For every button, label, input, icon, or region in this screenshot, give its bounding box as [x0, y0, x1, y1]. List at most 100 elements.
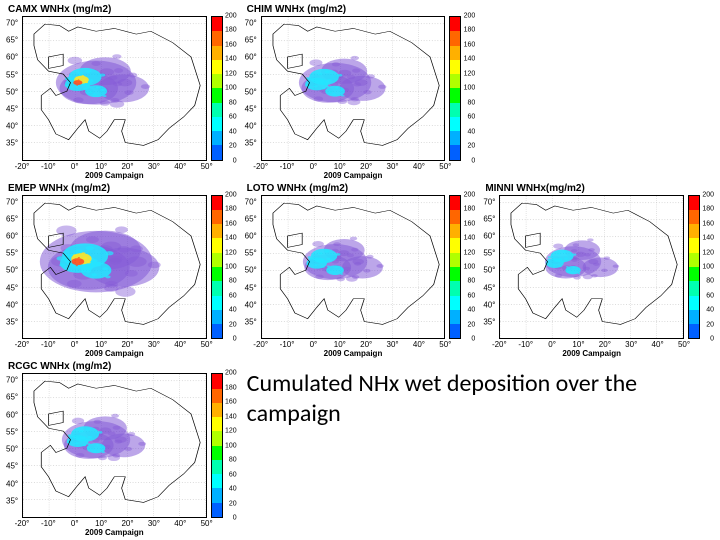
colorbar-tick: 0: [233, 515, 237, 522]
colorbar-tick: 40: [468, 128, 476, 135]
colorbar-tick: 0: [710, 336, 714, 343]
colorbar-segment: [689, 238, 699, 252]
ytick-label: 35°: [6, 496, 18, 505]
xtick-label: 30°: [148, 162, 160, 171]
ytick-label: 55°: [245, 70, 257, 79]
ytick-label: 50°: [6, 445, 18, 454]
colorbar-segment: [212, 131, 222, 145]
xtick-label: 0°: [71, 519, 79, 528]
colorbar-tick: 140: [702, 235, 714, 242]
colorbar-tick: 100: [225, 85, 237, 92]
colorbar-segment: [212, 431, 222, 445]
ytick-label: 60°: [245, 231, 257, 240]
colorbar-segment: [212, 253, 222, 267]
ytick-label: 70°: [245, 197, 257, 206]
colorbar-tick: 60: [468, 292, 476, 299]
ytick-label: 55°: [6, 249, 18, 258]
xtick-label: 0°: [71, 162, 79, 171]
xtick-label: 10°: [95, 519, 107, 528]
ytick-label: 55°: [6, 70, 18, 79]
xtick-label: 50°: [201, 162, 213, 171]
ytick-label: 45°: [245, 104, 257, 113]
colorbar-tick: 0: [233, 157, 237, 164]
colorbar-segment: [212, 403, 222, 417]
colorbar-segment: [450, 210, 460, 224]
colorbar-tick: 20: [468, 321, 476, 328]
x-axis-label: 2009 Campaign: [261, 171, 446, 180]
colorbar-segment: [450, 31, 460, 45]
colorbar-segment: [212, 210, 222, 224]
colorbar-tick: 140: [464, 56, 476, 63]
colorbar-segment: [450, 310, 460, 324]
colorbar-tick: 180: [225, 384, 237, 391]
colorbar-tick: 140: [225, 413, 237, 420]
colorbar-segment: [689, 253, 699, 267]
x-axis-label: 2009 Campaign: [261, 349, 446, 358]
ytick-label: 45°: [6, 462, 18, 471]
panel-title: RCGC WNHx (mg/m2): [8, 361, 111, 372]
colorbar-segment: [450, 253, 460, 267]
colorbar-tick: 0: [233, 336, 237, 343]
ytick-label: 65°: [245, 36, 257, 45]
colorbar-tick: 40: [229, 486, 237, 493]
ytick-label: 65°: [6, 214, 18, 223]
xtick-label: 10°: [572, 340, 584, 349]
xtick-label: 20°: [599, 340, 611, 349]
colorbar-segment: [689, 267, 699, 281]
xtick-label: 10°: [334, 340, 346, 349]
ytick-label: 55°: [483, 249, 495, 258]
colorbar-segment: [212, 117, 222, 131]
x-axis-label: 2009 Campaign: [22, 528, 207, 537]
xtick-label: 40°: [174, 519, 186, 528]
xtick-label: -10°: [41, 340, 56, 349]
map-plot: [22, 16, 207, 161]
ytick-label: 35°: [245, 139, 257, 148]
colorbar-segment: [689, 196, 699, 210]
colorbar-tick: 200: [225, 191, 237, 198]
ytick-label: 45°: [6, 283, 18, 292]
colorbar-tick: 20: [229, 143, 237, 150]
x-axis-label: 2009 Campaign: [22, 171, 207, 180]
colorbar-segment: [212, 417, 222, 431]
colorbar-segment: [212, 503, 222, 517]
xtick-label: 50°: [201, 519, 213, 528]
xtick-label: -10°: [280, 340, 295, 349]
colorbar-segment: [450, 88, 460, 102]
colorbar-tick: 180: [225, 206, 237, 213]
ytick-label: 70°: [6, 18, 18, 27]
colorbar-segment: [212, 488, 222, 502]
xtick-label: 30°: [148, 519, 160, 528]
ytick-label: 50°: [245, 87, 257, 96]
colorbar-tick: 140: [225, 235, 237, 242]
colorbar-segment: [212, 17, 222, 31]
xtick-label: 10°: [95, 340, 107, 349]
xtick-label: 0°: [310, 340, 318, 349]
colorbar-segment: [689, 210, 699, 224]
xtick-label: 50°: [439, 162, 451, 171]
colorbar-segment: [689, 310, 699, 324]
map-panel-rcgc: RCGC WNHx (mg/m2)35°40°45°50°55°60°65°70…: [4, 361, 239, 536]
panel-title: MINNI WNHx(mg/m2): [485, 183, 584, 194]
map-plot: [22, 373, 207, 518]
colorbar-segment: [212, 389, 222, 403]
xtick-label: 0°: [548, 340, 556, 349]
colorbar-tick: 60: [229, 292, 237, 299]
colorbar-segment: [689, 296, 699, 310]
ytick-label: 65°: [245, 214, 257, 223]
ytick-label: 35°: [6, 318, 18, 327]
map-plot: [499, 195, 684, 340]
colorbar-tick: 200: [225, 13, 237, 20]
map-panel-camx: CAMX WNHx (mg/m2)35°40°45°50°55°60°65°70…: [4, 4, 239, 179]
xtick-label: 40°: [652, 340, 664, 349]
colorbar-tick: 80: [468, 99, 476, 106]
colorbar-tick: 20: [706, 321, 714, 328]
ytick-label: 40°: [245, 300, 257, 309]
xtick-label: 30°: [625, 340, 637, 349]
colorbar-tick: 160: [225, 399, 237, 406]
colorbar-segment: [212, 267, 222, 281]
colorbar-segment: [212, 474, 222, 488]
colorbar-tick: 100: [702, 263, 714, 270]
colorbar-segment: [212, 46, 222, 60]
colorbar-tick: 20: [229, 500, 237, 507]
ytick-label: 60°: [6, 231, 18, 240]
